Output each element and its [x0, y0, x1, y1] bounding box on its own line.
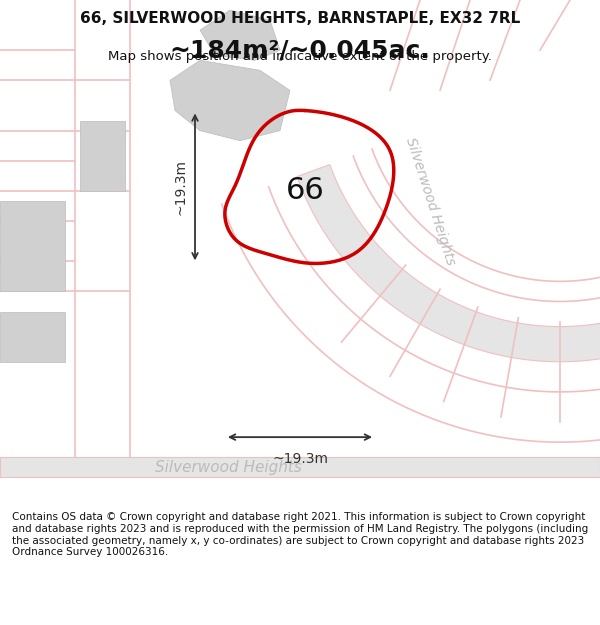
Text: Contains OS data © Crown copyright and database right 2021. This information is : Contains OS data © Crown copyright and d… [12, 512, 588, 558]
Polygon shape [200, 10, 280, 60]
Polygon shape [0, 458, 600, 478]
Text: 66, SILVERWOOD HEIGHTS, BARNSTAPLE, EX32 7RL: 66, SILVERWOOD HEIGHTS, BARNSTAPLE, EX32… [80, 11, 520, 26]
Polygon shape [297, 164, 600, 362]
Text: Map shows position and indicative extent of the property.: Map shows position and indicative extent… [108, 50, 492, 62]
Polygon shape [170, 60, 290, 141]
Text: ~19.3m: ~19.3m [272, 452, 328, 466]
Text: 66: 66 [286, 176, 325, 206]
Polygon shape [0, 201, 65, 291]
Text: Silverwood Heights: Silverwood Heights [155, 460, 302, 475]
Polygon shape [0, 311, 65, 362]
Polygon shape [80, 121, 125, 191]
Text: ~19.3m: ~19.3m [173, 159, 187, 215]
Text: Silverwood Heights: Silverwood Heights [403, 136, 457, 267]
Text: ~184m²/~0.045ac.: ~184m²/~0.045ac. [170, 38, 430, 62]
